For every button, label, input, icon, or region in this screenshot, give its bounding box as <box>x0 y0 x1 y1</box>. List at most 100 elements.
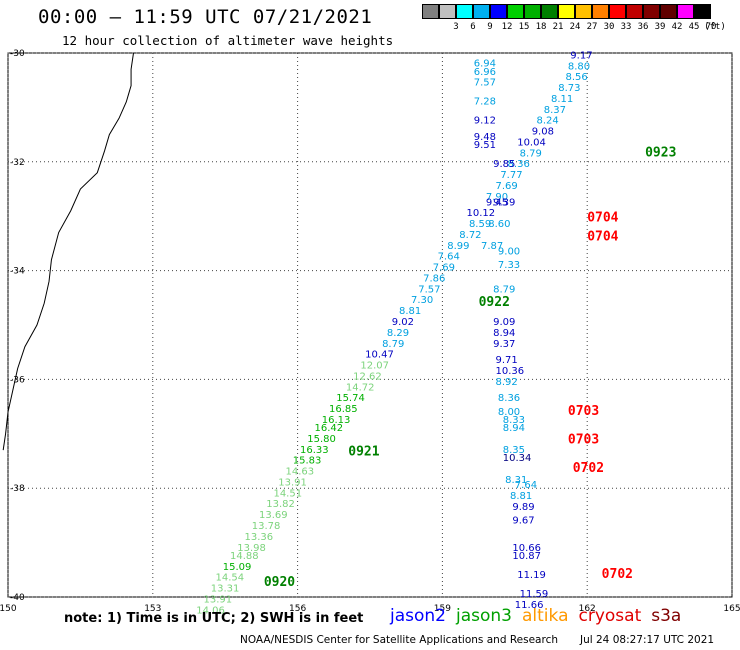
satellite-name: jason2 <box>390 606 446 626</box>
wave-height-value: 15.74 <box>336 393 365 404</box>
legend-swatch <box>490 4 507 19</box>
wave-height-value: 8.56 <box>565 72 587 83</box>
legend-label: 15 <box>518 22 530 32</box>
wave-height-value: 9.37 <box>493 339 515 350</box>
legend-swatch <box>609 4 626 19</box>
wave-height-value: 8.31 <box>505 475 527 486</box>
pass-time-label: 0703 <box>568 433 599 448</box>
wave-height-value: 10.04 <box>517 137 546 148</box>
wave-height-value: 9.51 <box>474 140 496 151</box>
legend-label: 24 <box>569 22 581 32</box>
satellite-name: jason3 <box>456 606 512 626</box>
legend-swatch <box>643 4 660 19</box>
lat-tick-label: -32 <box>10 158 25 168</box>
legend-label: 21 <box>552 22 564 32</box>
wave-height-value: 8.94 <box>493 328 515 339</box>
wave-height-value: 9.09 <box>493 317 515 328</box>
lon-tick-label: 156 <box>289 604 306 614</box>
legend-label: 70 <box>705 22 717 32</box>
wave-height-value: 10.12 <box>467 208 496 219</box>
wave-height-value: 8.99 <box>447 241 469 252</box>
wave-height-value: 9.48 <box>474 132 496 143</box>
wave-height-value: 8.79 <box>382 339 404 350</box>
wave-height-value: 9.08 <box>532 127 554 138</box>
legend-label: 39 <box>654 22 666 32</box>
wave-height-value: 7.64 <box>515 480 537 491</box>
lat-tick-label: -36 <box>10 375 25 385</box>
wave-height-value: 8.24 <box>537 116 559 127</box>
legend-swatch <box>422 4 439 19</box>
wave-height-value: 11.66 <box>515 600 544 611</box>
wave-height-value: 15.80 <box>307 434 336 445</box>
wave-height-value: 9.17 <box>570 50 592 61</box>
lon-tick-label: 150 <box>0 604 17 614</box>
wave-height-value: 13.91 <box>203 594 232 605</box>
wave-height-value: 8.92 <box>495 377 517 388</box>
wave-height-value: 10.66 <box>512 543 541 554</box>
legend-swatch <box>677 4 694 19</box>
lat-tick-label: -34 <box>10 267 25 277</box>
satellite-name: cryosat <box>578 606 642 626</box>
legend-swatch <box>507 4 524 19</box>
wave-height-value: 9.02 <box>392 317 414 328</box>
wave-height-value: 8.33 <box>503 415 525 426</box>
wave-height-value: 8.36 <box>508 159 530 170</box>
legend-swatch <box>558 4 575 19</box>
footer-note: note: 1) Time is in UTC; 2) SWH is in fe… <box>64 611 364 626</box>
legend-label: 30 <box>603 22 615 32</box>
wave-height-value: 11.59 <box>520 589 549 600</box>
wave-height-value: 10.87 <box>512 551 541 562</box>
wave-height-value: 8.00 <box>498 407 520 418</box>
legend-swatch <box>439 4 456 19</box>
page-title: 00:00 – 11:59 UTC 07/21/2021 <box>38 6 373 28</box>
wave-height-value: 14.88 <box>230 551 259 562</box>
wave-height-value: 8.11 <box>551 94 573 105</box>
legend-label: 18 <box>535 22 547 32</box>
wave-height-value: 7.57 <box>418 284 440 295</box>
wave-height-value: 8.37 <box>544 105 566 116</box>
wave-height-value: 12.07 <box>360 361 389 372</box>
wave-height-value: 16.33 <box>300 445 329 456</box>
wave-height-value: 13.91 <box>278 477 307 488</box>
wave-height-value: 9.00 <box>498 246 520 257</box>
wave-height-value: 16.13 <box>322 415 351 426</box>
wave-height-value: 8.36 <box>498 393 520 404</box>
lon-tick-label: 162 <box>579 604 596 614</box>
wave-height-value: 8.29 <box>387 328 409 339</box>
wave-height-value: 7.90 <box>486 192 508 203</box>
wave-height-value: 6.96 <box>474 67 496 78</box>
wave-height-value: 14.63 <box>286 467 315 478</box>
satellite-name: s3a <box>651 606 682 626</box>
wave-height-value: 10.36 <box>495 366 524 377</box>
legend-swatch <box>592 4 609 19</box>
wave-height-value: 10.47 <box>365 350 394 361</box>
legend-swatch <box>660 4 677 19</box>
pass-time-label: 0702 <box>602 567 633 582</box>
wave-height-value: 13.36 <box>245 532 274 543</box>
wave-height-value: 8.81 <box>399 306 421 317</box>
lon-tick-label: 165 <box>723 604 740 614</box>
wave-height-value: 9.39 <box>493 197 515 208</box>
lon-tick-label: 153 <box>144 604 161 614</box>
wave-height-value: 13.69 <box>259 510 288 521</box>
legend-label: 33 <box>620 22 632 32</box>
page-subtitle: 12 hour collection of altimeter wave hei… <box>62 33 394 48</box>
legend-swatch <box>473 4 490 19</box>
legend-label: 36 <box>637 22 649 32</box>
pass-time-label: 0923 <box>645 145 676 160</box>
wave-height-value: 13.78 <box>252 521 281 532</box>
pass-time-label: 0920 <box>264 575 295 590</box>
lat-tick-label: -40 <box>10 593 25 603</box>
legend-swatch <box>456 4 473 19</box>
wave-height-value: 14.51 <box>273 488 302 499</box>
wave-height-value: 9.45 <box>486 197 508 208</box>
legend-label: 9 <box>487 22 493 32</box>
legend-swatch <box>575 4 592 19</box>
wave-height-value: 8.79 <box>493 284 515 295</box>
wave-height-value: 8.72 <box>459 230 481 241</box>
wave-height-value: 8.81 <box>510 491 532 502</box>
legend-label: 42 <box>671 22 683 32</box>
wave-height-value: 8.35 <box>503 445 525 456</box>
pass-time-label: 0921 <box>348 445 379 460</box>
